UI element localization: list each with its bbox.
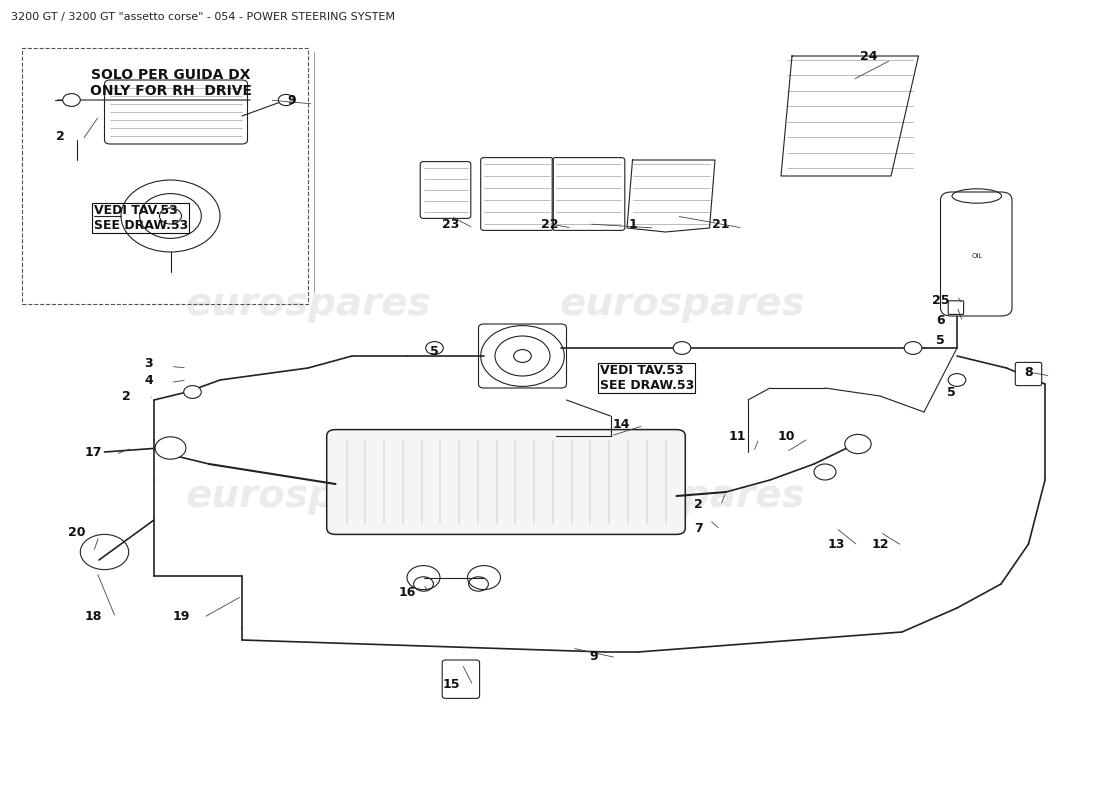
Text: 14: 14 (613, 418, 630, 430)
Circle shape (426, 342, 443, 354)
Text: 21: 21 (712, 218, 729, 230)
Text: eurospares: eurospares (185, 477, 431, 515)
Text: 20: 20 (68, 526, 86, 538)
FancyBboxPatch shape (940, 192, 1012, 316)
Circle shape (904, 342, 922, 354)
Circle shape (814, 464, 836, 480)
FancyBboxPatch shape (948, 301, 964, 314)
Circle shape (673, 342, 691, 354)
Text: 25: 25 (932, 294, 949, 306)
Bar (22, 48, 308, 304)
Text: 10: 10 (778, 430, 795, 442)
Text: eurospares: eurospares (559, 285, 805, 323)
Text: 3200 GT / 3200 GT "assetto corse" - 054 - POWER STEERING SYSTEM: 3200 GT / 3200 GT "assetto corse" - 054 … (11, 12, 395, 22)
Text: eurospares: eurospares (185, 285, 431, 323)
Text: 12: 12 (871, 538, 889, 550)
Text: 2: 2 (56, 130, 65, 142)
Text: 16: 16 (398, 586, 416, 598)
Text: eurospares: eurospares (559, 477, 805, 515)
Text: 22: 22 (541, 218, 559, 230)
Text: 9: 9 (590, 650, 598, 662)
Circle shape (155, 437, 186, 459)
Text: 4: 4 (144, 374, 153, 386)
Text: 2: 2 (694, 498, 703, 510)
Text: 7: 7 (694, 522, 703, 534)
Text: 6: 6 (936, 314, 945, 326)
Text: VEDI TAV.53
SEE DRAW.53: VEDI TAV.53 SEE DRAW.53 (94, 204, 188, 232)
Text: 5: 5 (936, 334, 945, 346)
Text: SOLO PER GUIDA DX
ONLY FOR RH  DRIVE: SOLO PER GUIDA DX ONLY FOR RH DRIVE (89, 68, 252, 98)
Text: 11: 11 (728, 430, 746, 442)
Text: 13: 13 (827, 538, 845, 550)
Circle shape (948, 374, 966, 386)
FancyBboxPatch shape (1015, 362, 1042, 386)
Text: 19: 19 (173, 610, 190, 622)
Text: 8: 8 (1024, 366, 1033, 378)
Text: 17: 17 (85, 446, 102, 458)
Text: 2: 2 (122, 390, 131, 402)
Text: OIL: OIL (971, 253, 982, 259)
Text: 5: 5 (947, 386, 956, 398)
Text: 24: 24 (860, 50, 878, 62)
Text: 1: 1 (628, 218, 637, 230)
Circle shape (845, 434, 871, 454)
Text: VEDI TAV.53
SEE DRAW.53: VEDI TAV.53 SEE DRAW.53 (600, 364, 694, 392)
Circle shape (63, 94, 80, 106)
Text: 18: 18 (85, 610, 102, 622)
Text: 3: 3 (144, 358, 153, 370)
Text: 5: 5 (430, 346, 439, 358)
Circle shape (184, 386, 201, 398)
FancyBboxPatch shape (327, 430, 685, 534)
Text: 9: 9 (287, 94, 296, 106)
Circle shape (278, 94, 294, 106)
Text: 15: 15 (442, 678, 460, 690)
Text: 23: 23 (442, 218, 460, 230)
FancyBboxPatch shape (442, 660, 480, 698)
